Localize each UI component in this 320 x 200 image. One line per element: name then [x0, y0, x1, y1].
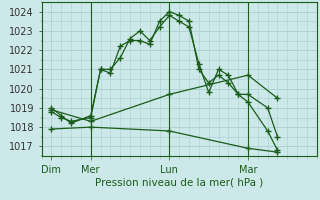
- X-axis label: Pression niveau de la mer( hPa ): Pression niveau de la mer( hPa ): [95, 178, 263, 188]
